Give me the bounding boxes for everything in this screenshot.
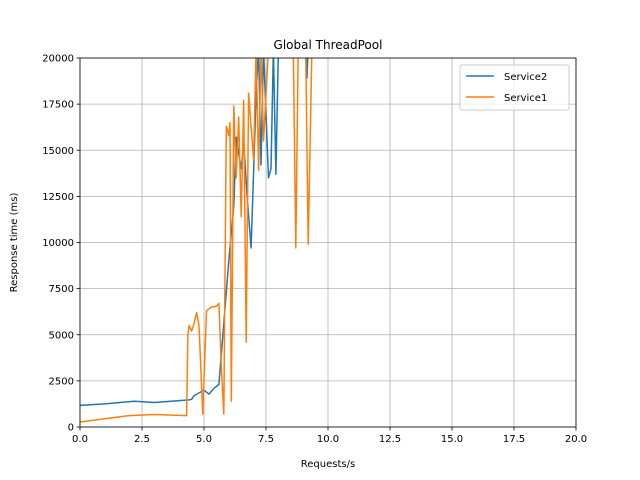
legend: Service2 Service1: [459, 64, 570, 111]
y-tick-label: 15000: [42, 146, 74, 157]
legend-label-service2: Service2: [504, 72, 547, 83]
y-tick-label: 12500: [42, 192, 74, 203]
x-tick-label: 17.5: [503, 434, 525, 445]
chart-title: Global ThreadPool: [274, 38, 383, 52]
y-tick-label: 10000: [42, 238, 74, 249]
x-tick-label: 2.5: [134, 434, 150, 445]
ticks: 0.0 2.5 5.0 7.5 10.0 12.5 15.0 17.5 20.0 0 2500 500…: [42, 54, 587, 446]
y-tick-label: 7500: [49, 284, 74, 295]
y-tick-label: 20000: [42, 54, 74, 65]
x-tick-label: 15.0: [441, 434, 463, 445]
y-tick-label: 5000: [49, 330, 74, 341]
y-tick-label: 17500: [42, 100, 74, 111]
x-tick-label: 12.5: [379, 434, 401, 445]
x-tick-label: 5.0: [196, 434, 212, 445]
y-axis-label: Response time (ms): [9, 193, 20, 293]
series-line-service1: [80, 58, 313, 423]
legend-label-service1: Service1: [504, 93, 547, 104]
series-layer: [80, 58, 313, 423]
y-tick-label: 0: [68, 423, 74, 434]
x-tick-label: 0.0: [72, 434, 88, 445]
x-tick-label: 7.5: [258, 434, 274, 445]
x-tick-label: 20.0: [565, 434, 587, 445]
y-tick-label: 2500: [49, 376, 74, 387]
x-tick-label: 10.0: [317, 434, 339, 445]
x-axis-label: Requests/s: [301, 459, 355, 470]
